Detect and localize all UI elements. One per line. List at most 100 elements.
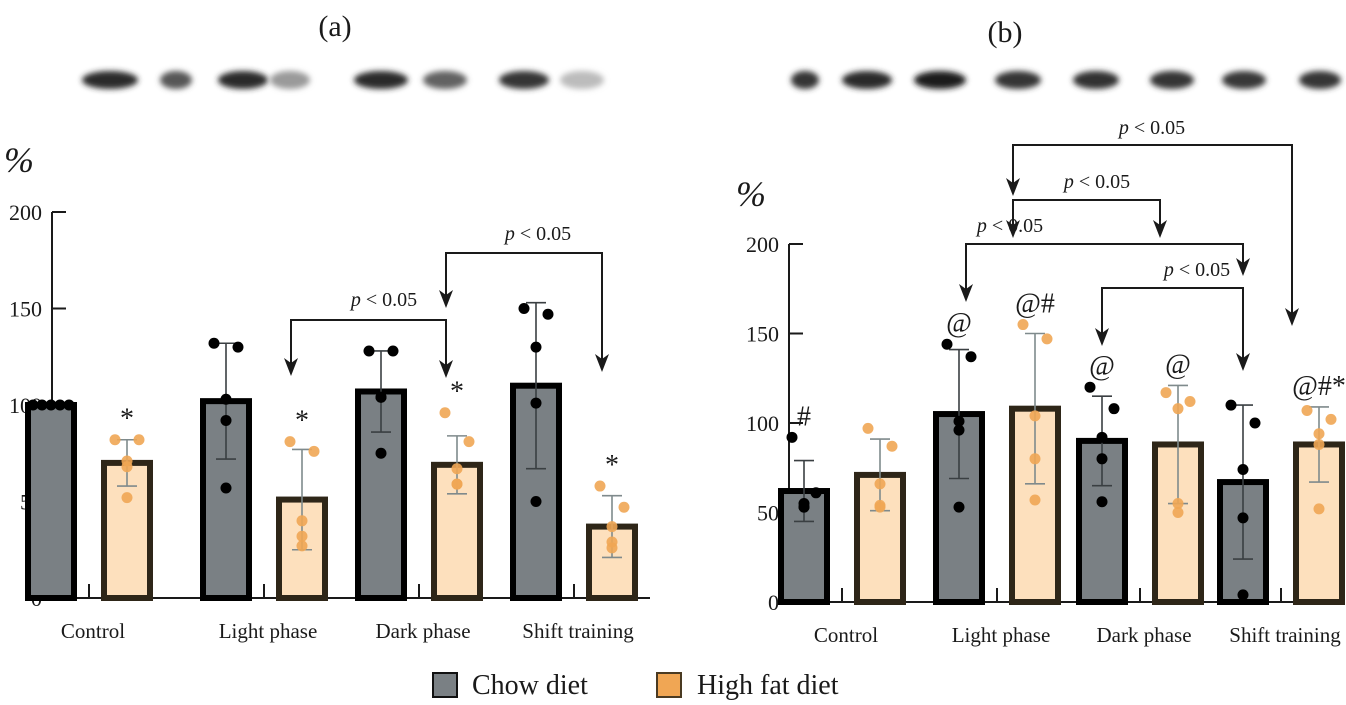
- data-point: [296, 540, 308, 552]
- blot-band: [1073, 71, 1119, 89]
- p-threshold: < 0.05: [1174, 259, 1230, 281]
- x-tick-label: Control: [61, 619, 125, 643]
- p-value-label: p < 0.05: [1062, 171, 1130, 193]
- blot-band: [791, 71, 819, 89]
- blot-band: [560, 71, 604, 89]
- arrow-head: [1236, 258, 1250, 276]
- data-point: [1172, 403, 1184, 415]
- arrow-head: [1006, 178, 1020, 196]
- blot-band: [1222, 71, 1266, 89]
- data-point: [1084, 381, 1096, 393]
- data-point: [1249, 417, 1261, 429]
- data-point: [375, 391, 387, 403]
- arrow-head: [1285, 308, 1299, 326]
- data-point: [208, 337, 220, 349]
- data-point: [1041, 333, 1053, 345]
- data-point: [121, 492, 133, 504]
- comparison-bracket: [1012, 199, 1161, 232]
- arrow-head: [439, 290, 453, 308]
- arrow-head: [595, 354, 609, 372]
- x-tick-label: Control: [814, 623, 878, 647]
- western-blot-a: [82, 71, 604, 89]
- data-point: [36, 399, 48, 411]
- blot-band: [160, 71, 192, 89]
- panel-a-label: (a): [318, 10, 351, 43]
- legend-label-high-fat: High fat diet: [697, 670, 839, 701]
- legend-swatch-high-fat: [656, 672, 682, 698]
- data-point: [1184, 396, 1196, 408]
- data-point: [874, 499, 886, 511]
- legend-swatch-chow: [432, 672, 458, 698]
- x-tick-label: Dark phase: [375, 619, 470, 643]
- x-tick-label: Dark phase: [1096, 623, 1191, 647]
- x-tick-label: Light phase: [952, 623, 1051, 647]
- significance-marker: *: [295, 406, 309, 437]
- blot-band: [218, 71, 268, 89]
- data-point: [451, 478, 463, 490]
- data-point: [1301, 404, 1313, 416]
- data-point: [953, 424, 965, 436]
- arrow-head: [1095, 328, 1109, 346]
- data-point: [220, 414, 232, 426]
- data-point: [1225, 399, 1237, 411]
- x-tick-label: Shift training: [522, 619, 634, 643]
- significance-marker: *: [120, 404, 134, 435]
- significance-marker: @: [946, 308, 972, 339]
- legend: Chow diet High fat diet: [432, 670, 839, 701]
- blot-band: [1150, 71, 1194, 89]
- data-point: [284, 436, 296, 448]
- comparison-bracket: [290, 319, 447, 372]
- data-point: [1237, 464, 1249, 476]
- data-point: [54, 399, 66, 411]
- data-point: [542, 308, 554, 320]
- blot-band: [270, 71, 310, 89]
- western-blot-b: [791, 71, 1341, 89]
- data-point: [618, 501, 630, 513]
- data-point: [232, 341, 244, 353]
- data-point: [1325, 413, 1337, 425]
- p-symbol: p: [349, 289, 361, 311]
- data-point: [798, 501, 810, 513]
- arrow-head: [1006, 220, 1020, 238]
- data-point: [1096, 431, 1108, 443]
- arrow-head: [1153, 220, 1167, 238]
- p-symbol: p: [1062, 171, 1074, 193]
- data-point: [606, 521, 618, 533]
- data-point: [862, 422, 874, 434]
- blot-band: [82, 71, 138, 89]
- data-point: [451, 463, 463, 475]
- y-tick-label: 150: [746, 322, 779, 347]
- data-point: [296, 530, 308, 542]
- data-point: [63, 399, 75, 411]
- y-tick-label: 0: [768, 590, 779, 615]
- data-point: [439, 407, 451, 419]
- significance-marker: @: [1089, 351, 1115, 382]
- x-tick-label: Shift training: [1229, 623, 1341, 647]
- y-tick-label: 200: [9, 200, 42, 225]
- data-point: [1160, 387, 1172, 399]
- data-point: [786, 431, 798, 443]
- blot-band: [1299, 71, 1341, 89]
- significance-marker: *: [450, 377, 464, 408]
- blot-band: [995, 71, 1041, 89]
- data-point: [953, 501, 965, 513]
- data-point: [363, 345, 375, 357]
- p-symbol: p: [975, 215, 987, 237]
- comparison-bracket: [1101, 287, 1244, 365]
- data-point: [941, 338, 953, 350]
- arrow-head: [1236, 353, 1250, 371]
- significance-marker: @: [1165, 349, 1191, 380]
- data-point: [953, 415, 965, 427]
- data-point: [121, 461, 133, 473]
- p-threshold: < 0.05: [515, 223, 571, 245]
- comparison-bracket: [1012, 144, 1293, 320]
- significance-marker: *: [605, 450, 619, 481]
- data-point: [1017, 319, 1029, 331]
- chart-panel-b: % 0 50 100 150 200 # @ @# @ @ @#* Control Light ph…: [736, 117, 1346, 647]
- data-point: [220, 482, 232, 494]
- data-point: [886, 440, 898, 452]
- arrow-head: [959, 284, 973, 302]
- data-point: [375, 447, 387, 459]
- blot-band: [914, 71, 966, 89]
- p-symbol: p: [1117, 117, 1129, 139]
